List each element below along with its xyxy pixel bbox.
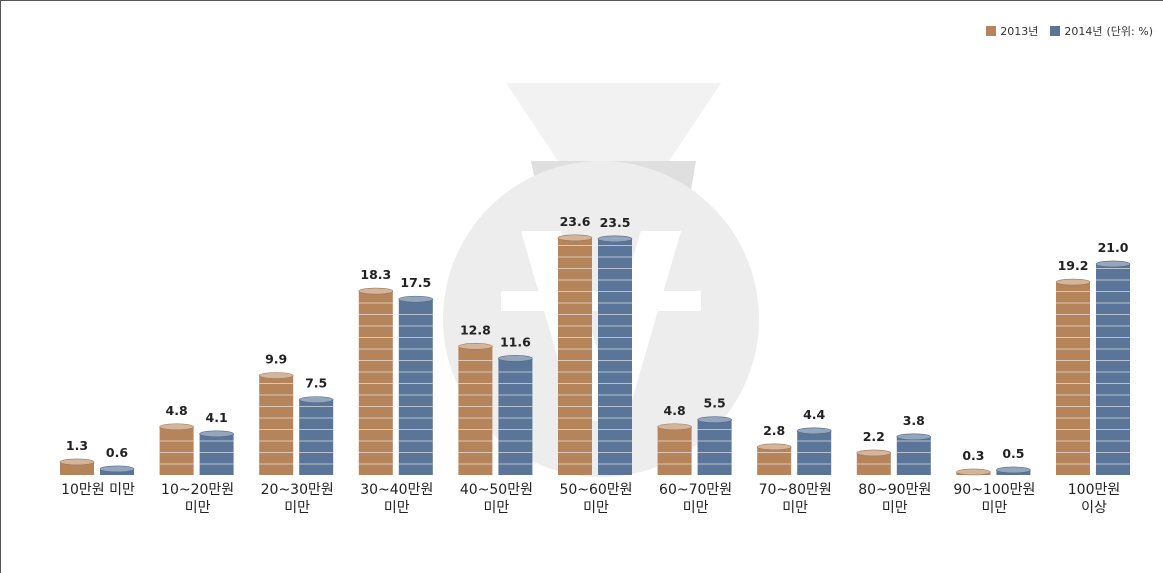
legend-label: 2014년 xyxy=(1064,25,1103,38)
value-label: 4.4 xyxy=(803,407,825,422)
bar-top xyxy=(458,343,493,350)
bar xyxy=(398,299,433,475)
x-tick-label: 40~50만원 미만 xyxy=(459,482,533,516)
bar-top xyxy=(697,416,732,424)
bar xyxy=(458,346,493,475)
value-label: 5.5 xyxy=(704,396,726,411)
value-label: 4.8 xyxy=(166,403,188,418)
value-label: 7.5 xyxy=(305,376,327,391)
bar xyxy=(1056,282,1090,475)
bar xyxy=(598,238,632,475)
legend-label: 2013년 xyxy=(1000,25,1039,38)
bar-top xyxy=(159,423,194,431)
bar xyxy=(498,358,533,475)
value-label: 11.6 xyxy=(500,334,531,349)
value-label: 17.5 xyxy=(400,275,431,290)
unit-note: (단위: %) xyxy=(1106,25,1153,38)
bar xyxy=(159,426,194,475)
bar-top xyxy=(657,423,692,431)
bar xyxy=(697,419,732,475)
value-label: 1.3 xyxy=(66,438,88,453)
bar xyxy=(896,436,931,475)
value-label: 4.8 xyxy=(664,403,686,418)
value-label: 3.8 xyxy=(903,413,925,428)
bar-top xyxy=(557,234,593,242)
x-tick-label: 70~80만원 미만 xyxy=(758,482,832,516)
legend-swatch xyxy=(986,26,997,36)
x-tick-label: 80~90만원 미만 xyxy=(858,482,932,516)
bar-top xyxy=(996,466,1031,474)
value-label: 18.3 xyxy=(360,267,391,282)
value-label: 0.5 xyxy=(1002,446,1024,461)
bar xyxy=(657,426,692,475)
bar-top xyxy=(1095,260,1131,268)
bar-top xyxy=(1055,278,1091,286)
bar xyxy=(1096,263,1130,475)
x-tick-label: 10만원 미만 xyxy=(61,482,135,498)
bar-top xyxy=(956,468,991,476)
bar-top xyxy=(298,396,334,403)
bar-top xyxy=(896,433,932,441)
value-label: 2.8 xyxy=(763,423,785,438)
value-label: 12.8 xyxy=(460,322,491,337)
value-label: 0.6 xyxy=(106,445,128,460)
value-label: 0.3 xyxy=(962,448,984,463)
value-label: 19.2 xyxy=(1058,258,1089,273)
bar xyxy=(259,375,294,475)
x-tick-label: 100만원 이상 xyxy=(1067,482,1121,516)
value-label: 2.2 xyxy=(863,429,885,444)
bar-top xyxy=(597,235,633,243)
value-label: 21.0 xyxy=(1098,240,1129,255)
x-tick-label: 50~60만원 미만 xyxy=(559,482,633,516)
value-label: 23.5 xyxy=(600,215,631,230)
bar-top xyxy=(398,295,434,303)
bar-top xyxy=(756,443,792,451)
bar xyxy=(299,399,334,475)
bar-top xyxy=(59,458,95,466)
bar xyxy=(60,461,94,475)
bar-top xyxy=(796,427,832,435)
bar-top xyxy=(498,355,533,362)
x-tick-label: 10~20만원 미만 xyxy=(161,482,235,516)
x-tick-label: 30~40만원 미만 xyxy=(360,482,434,516)
bar-top xyxy=(199,430,234,438)
value-label: 9.9 xyxy=(265,352,287,367)
watermark-funnel xyxy=(506,83,721,161)
x-tick-label: 90~100만원 미만 xyxy=(953,482,1036,516)
bar xyxy=(757,446,792,475)
value-label: 4.1 xyxy=(206,410,228,425)
bar-top xyxy=(99,465,135,473)
legend: 2013년 2014년 (단위: %) xyxy=(986,23,1153,39)
bar-top xyxy=(856,449,892,457)
bar-top xyxy=(358,287,394,295)
x-tick-label: 20~30만원 미만 xyxy=(260,482,334,516)
bar-top xyxy=(258,372,294,379)
bar xyxy=(558,237,592,475)
x-tick-label: 60~70만원 미만 xyxy=(659,482,733,516)
bar xyxy=(199,433,234,475)
legend-swatch xyxy=(1050,26,1061,36)
value-label: 23.6 xyxy=(560,214,591,229)
